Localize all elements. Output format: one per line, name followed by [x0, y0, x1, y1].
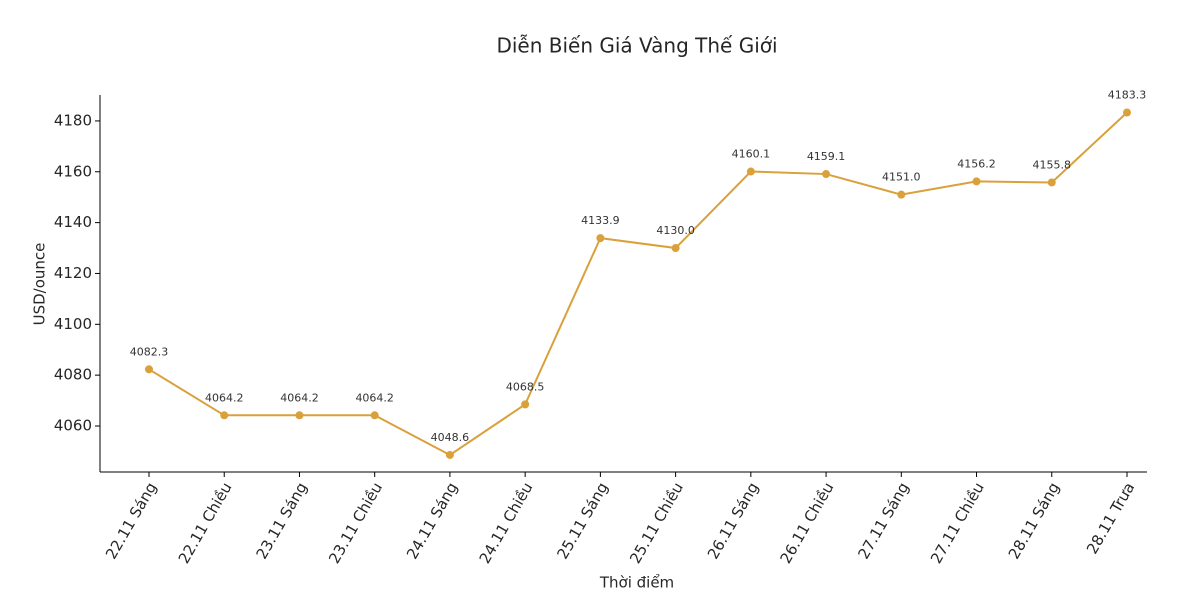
x-tick-label: 26.11 Chiều	[777, 479, 838, 566]
point	[445, 450, 454, 459]
x-tick-label: 24.11 Chiều	[476, 479, 537, 566]
value-label: 4064.2	[205, 391, 244, 404]
point	[972, 177, 981, 186]
x-tick-label: 28.11 Sáng	[1005, 479, 1063, 562]
x-tick-label: 24.11 Sáng	[403, 479, 461, 562]
x-tick-label: 22.11 Sáng	[102, 479, 160, 562]
point	[220, 411, 229, 420]
y-tick-label: 4160	[54, 162, 92, 180]
x-tick-label: 23.11 Sáng	[253, 479, 311, 562]
value-label: 4048.6	[431, 431, 470, 444]
x-tick-label: 22.11 Chiều	[175, 479, 236, 566]
y-tick-label: 4060	[54, 416, 92, 434]
x-axis-label: Thời điểm	[599, 574, 674, 592]
value-label: 4155.8	[1033, 158, 1072, 171]
x-tick-label: 28.11 Trưa	[1083, 479, 1138, 557]
point	[295, 411, 304, 420]
point	[897, 190, 906, 199]
x-tick-label: 25.11 Sáng	[553, 479, 611, 562]
point	[370, 411, 379, 420]
value-label: 4151.0	[882, 171, 921, 184]
point	[1047, 178, 1056, 187]
point	[596, 234, 605, 243]
point	[671, 244, 680, 253]
value-label: 4064.2	[355, 391, 394, 404]
value-label: 4160.1	[732, 148, 771, 161]
point	[822, 170, 831, 179]
line	[148, 111, 1128, 457]
x-tick-label: 23.11 Chiều	[325, 479, 386, 566]
point	[1122, 108, 1131, 117]
value-label: 4064.2	[280, 391, 319, 404]
value-label: 4159.1	[807, 150, 846, 163]
y-tick-label: 4140	[54, 213, 92, 231]
y-tick-label: 4180	[54, 111, 92, 129]
x-tick-label: 25.11 Chiều	[626, 479, 687, 566]
value-label: 4130.0	[656, 224, 695, 237]
chart-title: Diễn Biến Giá Vàng Thế Giới	[496, 34, 777, 58]
point	[145, 365, 153, 374]
y-tick-label: 4120	[54, 264, 92, 282]
x-tick-label: 27.11 Sáng	[854, 479, 912, 562]
point	[746, 167, 755, 176]
value-label: 4068.5	[506, 380, 545, 393]
value-label: 4156.2	[957, 157, 996, 170]
y-tick-label: 4080	[54, 366, 92, 384]
y-axis-label: USD/ounce	[31, 243, 49, 326]
value-label: 4183.3	[1108, 89, 1147, 102]
value-label: 4082.3	[130, 345, 169, 358]
y-tick-label: 4100	[54, 315, 92, 333]
x-tick-label: 27.11 Chiều	[927, 479, 988, 566]
point	[521, 400, 530, 409]
value-label: 4133.9	[581, 214, 620, 227]
x-tick-label: 26.11 Sáng	[704, 479, 762, 562]
